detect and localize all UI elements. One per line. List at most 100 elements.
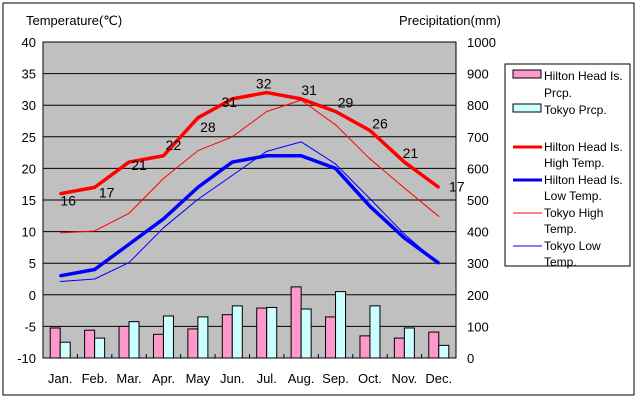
data-point [162, 227, 164, 229]
data-point [127, 160, 131, 164]
bar-hilton-head-precipitation [325, 316, 337, 359]
temperature-lines [59, 90, 440, 283]
data-point [335, 124, 337, 126]
data-point [438, 215, 440, 217]
bar-hilton-head-precipitation [256, 307, 268, 359]
x-tick-label: Sep. [322, 371, 349, 386]
data-point [265, 91, 268, 94]
y-right-tick-label: 700 [467, 130, 489, 145]
data-label-hilton-head-high: 17 [449, 178, 465, 194]
data-point [403, 233, 405, 235]
data-label-hilton-head-high: 26 [372, 115, 388, 131]
data-point [231, 174, 233, 176]
data-point [197, 150, 199, 152]
legend-label: Tokyo Prcp. [544, 103, 607, 117]
data-point [368, 129, 372, 132]
x-tick-label: May [186, 371, 211, 386]
data-label-hilton-head-high: 28 [200, 119, 216, 135]
bar-tokyo-precipitation [369, 305, 381, 359]
x-tick-label: Aug. [288, 371, 315, 386]
data-label-hilton-head-high: 16 [60, 193, 76, 209]
legend-box [504, 63, 631, 267]
y-left-tick-label: 15 [22, 193, 36, 208]
bar-hilton-head-precipitation [393, 337, 405, 359]
legend-swatch [512, 103, 542, 113]
bar-hilton-head-precipitation [359, 335, 371, 359]
data-point [59, 281, 61, 283]
data-point [369, 158, 371, 160]
data-point [334, 167, 337, 170]
y-left-tick-label: 35 [22, 67, 36, 82]
line-tokyo-low [60, 141, 440, 283]
y-left-tick-label: -10 [17, 351, 36, 366]
precipitation-bars [49, 286, 450, 359]
legend-label: Hilton Head Is. [544, 140, 623, 154]
legend-label: Prcp. [544, 86, 572, 100]
data-point [59, 232, 61, 234]
y-right-tick-label: 400 [467, 225, 489, 240]
y-left-tick-labels: 40 35 30 25 20 15 10 5 0 -5 -10 [17, 35, 36, 366]
x-tick-label: Apr. [152, 371, 175, 386]
bar-tokyo-precipitation [266, 306, 278, 359]
line-hilton-head-high [59, 90, 440, 196]
y-left-tick-label: 5 [29, 256, 36, 271]
y-right-tick-label: 100 [467, 319, 489, 334]
data-label-hilton-head-high: 17 [99, 184, 115, 200]
gridlines [43, 73, 456, 327]
x-tick-label: Feb. [82, 371, 108, 386]
y-right-tick-label: 900 [467, 67, 489, 82]
data-point [231, 97, 234, 101]
data-point [94, 230, 96, 232]
legend-label: Low Temp. [544, 189, 602, 203]
bar-hilton-head-precipitation [221, 314, 233, 359]
data-labels: 16 17 21 22 28 31 32 31 29 26 21 17 [60, 76, 464, 209]
y-right-tick-label: 800 [467, 98, 489, 113]
data-point [162, 154, 165, 157]
bar-hilton-head-precipitation [428, 331, 440, 359]
data-point [299, 97, 303, 101]
bar-hilton-head-precipitation [49, 327, 61, 359]
data-label-hilton-head-high: 31 [301, 82, 317, 98]
data-point [94, 278, 96, 280]
y-right-tick-label: 500 [467, 193, 489, 208]
y-right-tick-label: 200 [467, 288, 489, 303]
y-left-tick-label: -5 [24, 319, 36, 334]
bar-tokyo-precipitation [94, 337, 106, 359]
data-point [231, 160, 234, 164]
legend-swatch [512, 69, 542, 79]
data-label-hilton-head-high: 22 [166, 137, 182, 153]
data-point [128, 212, 130, 214]
bar-hilton-head-precipitation [84, 329, 96, 359]
data-point [128, 262, 130, 264]
y-right-tick-label: 0 [467, 351, 474, 366]
bar-tokyo-precipitation [231, 305, 243, 359]
data-point [93, 268, 96, 271]
line-tokyo-high [60, 99, 440, 234]
data-point [437, 186, 440, 189]
x-tick-label: Jun. [220, 371, 245, 386]
y-left-tick-label: 25 [22, 130, 36, 145]
legend-label: Tokyo Low [544, 239, 601, 253]
y-right-title: Precipitation(mm) [399, 13, 501, 28]
data-point [334, 110, 337, 113]
data-point [369, 198, 371, 200]
bar-tokyo-precipitation [300, 308, 312, 359]
legend-label: High Temp. [544, 156, 604, 170]
bar-hilton-head-precipitation [290, 286, 302, 359]
y-left-tick-label: 20 [22, 161, 36, 176]
bar-hilton-head-precipitation [152, 333, 164, 359]
bar-tokyo-precipitation [335, 291, 347, 359]
y-right-tick-label: 1000 [467, 35, 496, 50]
data-point [127, 243, 131, 246]
data-point [231, 136, 233, 138]
y-left-tick-label: 10 [22, 225, 36, 240]
data-point [162, 217, 165, 221]
x-tick-label: Oct. [358, 371, 382, 386]
x-tick-label: Jan. [48, 371, 73, 386]
data-point [59, 274, 62, 278]
legend-label: Tokyo High [544, 206, 603, 220]
x-tick-labels: Jan. Feb. Mar. Apr. May Jun. Jul. Aug. Sep. Oct. N… [48, 371, 452, 386]
legend-label: Hilton Head Is. [544, 173, 623, 187]
